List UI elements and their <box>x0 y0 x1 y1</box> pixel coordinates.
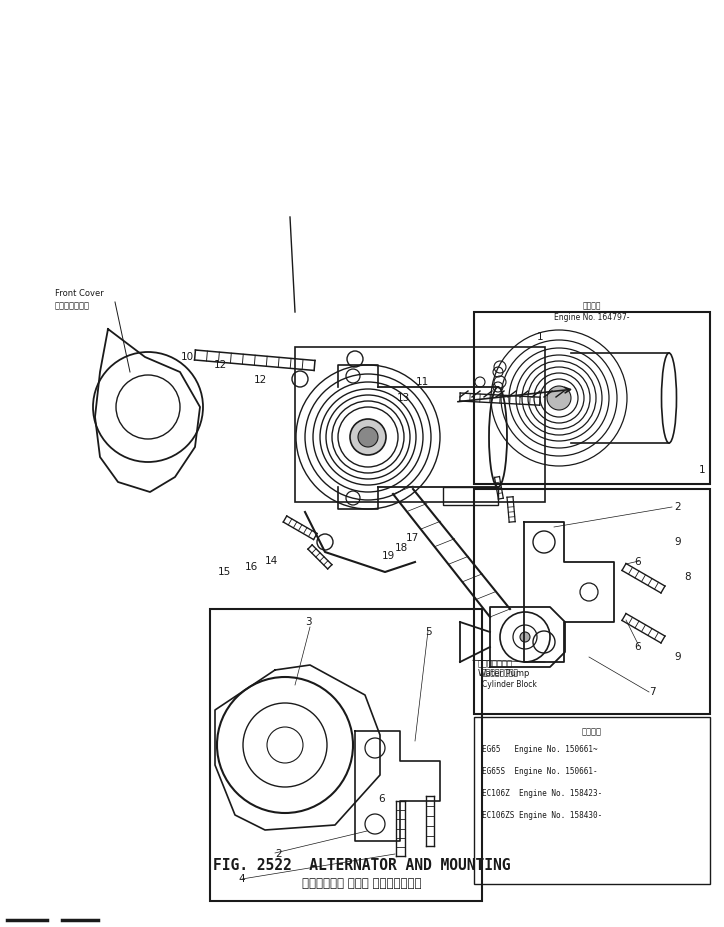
Text: FIG. 2522  ALTERNATOR AND MOUNTING: FIG. 2522 ALTERNATOR AND MOUNTING <box>214 857 510 872</box>
Text: 17: 17 <box>405 532 418 542</box>
Text: EG65   Engine No. 150661~: EG65 Engine No. 150661~ <box>482 744 597 753</box>
Circle shape <box>350 420 386 455</box>
Text: 9: 9 <box>674 652 681 661</box>
Text: 2: 2 <box>674 502 681 512</box>
Text: Cylinder Block: Cylinder Block <box>482 679 537 688</box>
Bar <box>295 348 545 502</box>
Text: 15: 15 <box>218 566 231 577</box>
Text: EC106Z  Engine No. 158423-: EC106Z Engine No. 158423- <box>482 788 602 797</box>
Circle shape <box>547 387 571 411</box>
Text: 16: 16 <box>245 561 258 571</box>
Text: 適用番号: 適用番号 <box>583 300 601 310</box>
Bar <box>474 717 710 884</box>
Text: 13: 13 <box>397 392 410 402</box>
Text: 4: 4 <box>238 873 245 883</box>
Text: 適用番号: 適用番号 <box>582 726 602 735</box>
Circle shape <box>358 427 378 448</box>
Circle shape <box>520 632 530 642</box>
Text: 1: 1 <box>536 332 543 342</box>
Text: EC106ZS Engine No. 158430-: EC106ZS Engine No. 158430- <box>482 810 602 819</box>
Text: Front Cover: Front Cover <box>55 288 104 298</box>
Text: 6: 6 <box>634 641 641 652</box>
Bar <box>474 489 710 714</box>
Text: 11: 11 <box>416 376 429 387</box>
Text: Water Pump: Water Pump <box>478 668 529 678</box>
Text: ウォータポンプ: ウォータポンプ <box>478 658 513 667</box>
Bar <box>210 609 482 901</box>
Text: オルタネータ および マウンティング: オルタネータ および マウンティング <box>302 876 422 889</box>
Text: 19: 19 <box>382 550 395 560</box>
Bar <box>443 488 498 505</box>
Text: フロントカバー: フロントカバー <box>55 300 90 310</box>
Text: 18: 18 <box>395 542 408 552</box>
Text: 9: 9 <box>674 537 681 546</box>
Text: シリンダブロック: シリンダブロック <box>482 667 519 677</box>
Bar <box>474 312 710 485</box>
Text: 1: 1 <box>699 464 705 475</box>
Text: 7: 7 <box>649 686 656 696</box>
Text: 14: 14 <box>265 555 278 565</box>
Text: 10: 10 <box>181 351 194 362</box>
Text: Engine No. 164797-: Engine No. 164797- <box>555 312 630 322</box>
Text: 5: 5 <box>425 627 432 636</box>
Text: 2: 2 <box>275 848 282 858</box>
Text: 12: 12 <box>253 375 266 385</box>
Text: 8: 8 <box>684 571 691 581</box>
Text: 6: 6 <box>378 794 384 803</box>
Text: 6: 6 <box>634 556 641 566</box>
Text: 3: 3 <box>305 616 311 627</box>
Text: EG65S  Engine No. 150661-: EG65S Engine No. 150661- <box>482 767 597 775</box>
Text: 12: 12 <box>214 360 227 370</box>
